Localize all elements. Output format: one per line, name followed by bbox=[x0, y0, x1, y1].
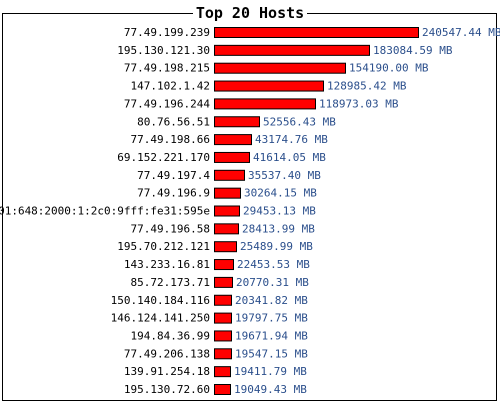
value-label: 35537.40 MB bbox=[248, 169, 321, 182]
host-bar bbox=[214, 80, 324, 92]
value-label: 19797.75 MB bbox=[235, 312, 308, 325]
host-label: 194.84.36.99 bbox=[131, 329, 210, 342]
value-label: 30264.15 MB bbox=[244, 187, 317, 200]
host-bar bbox=[214, 205, 240, 217]
value-label: 43174.76 MB bbox=[255, 133, 328, 146]
value-label: 20770.31 MB bbox=[236, 276, 309, 289]
value-label: 19411.79 MB bbox=[234, 365, 307, 378]
host-label: 146.124.141.250 bbox=[111, 312, 210, 325]
host-label: 77.49.196.58 bbox=[131, 222, 210, 235]
value-label: 118973.03 MB bbox=[319, 97, 399, 110]
host-bar bbox=[214, 259, 234, 271]
host-label: 77.49.198.66 bbox=[131, 133, 210, 146]
host-bar bbox=[214, 312, 232, 324]
host-label: 195.70.212.121 bbox=[117, 240, 210, 253]
host-label: 139.91.254.18 bbox=[124, 365, 210, 378]
host-bar bbox=[214, 169, 245, 181]
host-bar bbox=[214, 187, 241, 199]
host-label: 195.130.72.60 bbox=[124, 383, 210, 396]
value-label: 25489.99 MB bbox=[240, 240, 313, 253]
host-label: 77.49.196.9 bbox=[137, 187, 210, 200]
value-label: 28413.99 MB bbox=[242, 222, 315, 235]
host-label: 147.102.1.42 bbox=[131, 80, 210, 93]
host-label: 80.76.56.51 bbox=[137, 115, 210, 128]
host-label: 150.140.184.116 bbox=[111, 294, 210, 307]
host-label: 69.152.221.170 bbox=[117, 151, 210, 164]
host-bar bbox=[214, 62, 346, 74]
host-bar bbox=[214, 134, 252, 146]
value-label: 154190.00 MB bbox=[349, 62, 429, 75]
host-label: 2001:648:2000:1:2c0:9fff:fe31:595e bbox=[0, 205, 210, 218]
host-label: 77.49.197.4 bbox=[137, 169, 210, 182]
host-bar bbox=[214, 384, 231, 395]
host-bar bbox=[214, 151, 250, 163]
value-label: 19547.15 MB bbox=[235, 347, 308, 360]
host-label: 85.72.173.71 bbox=[131, 276, 210, 289]
host-bar bbox=[214, 116, 260, 128]
host-bar bbox=[214, 276, 233, 288]
host-bar bbox=[214, 366, 231, 378]
value-label: 183084.59 MB bbox=[373, 44, 453, 57]
value-label: 19049.43 MB bbox=[234, 383, 307, 396]
host-label: 77.49.198.215 bbox=[124, 62, 210, 75]
host-bar bbox=[214, 348, 232, 360]
value-label: 41614.05 MB bbox=[253, 151, 326, 164]
host-bar bbox=[214, 241, 237, 253]
value-label: 19671.94 MB bbox=[235, 329, 308, 342]
host-label: 195.130.121.30 bbox=[117, 44, 210, 57]
value-label: 52556.43 MB bbox=[263, 115, 336, 128]
host-bar bbox=[214, 223, 239, 235]
value-label: 240547.44 MB bbox=[422, 26, 500, 39]
host-label: 143.233.16.81 bbox=[124, 258, 210, 271]
host-bar bbox=[214, 330, 232, 342]
host-bar bbox=[214, 44, 370, 56]
value-label: 20341.82 MB bbox=[235, 294, 308, 307]
value-label: 29453.13 MB bbox=[243, 205, 316, 218]
host-label: 77.49.199.239 bbox=[124, 26, 210, 39]
value-label: 22453.53 MB bbox=[237, 258, 310, 271]
host-bar bbox=[214, 98, 316, 110]
value-label: 128985.42 MB bbox=[327, 80, 407, 93]
host-bar bbox=[214, 27, 419, 38]
host-bar bbox=[214, 294, 232, 306]
host-label: 77.49.196.244 bbox=[124, 97, 210, 110]
host-label: 77.49.206.138 bbox=[124, 347, 210, 360]
